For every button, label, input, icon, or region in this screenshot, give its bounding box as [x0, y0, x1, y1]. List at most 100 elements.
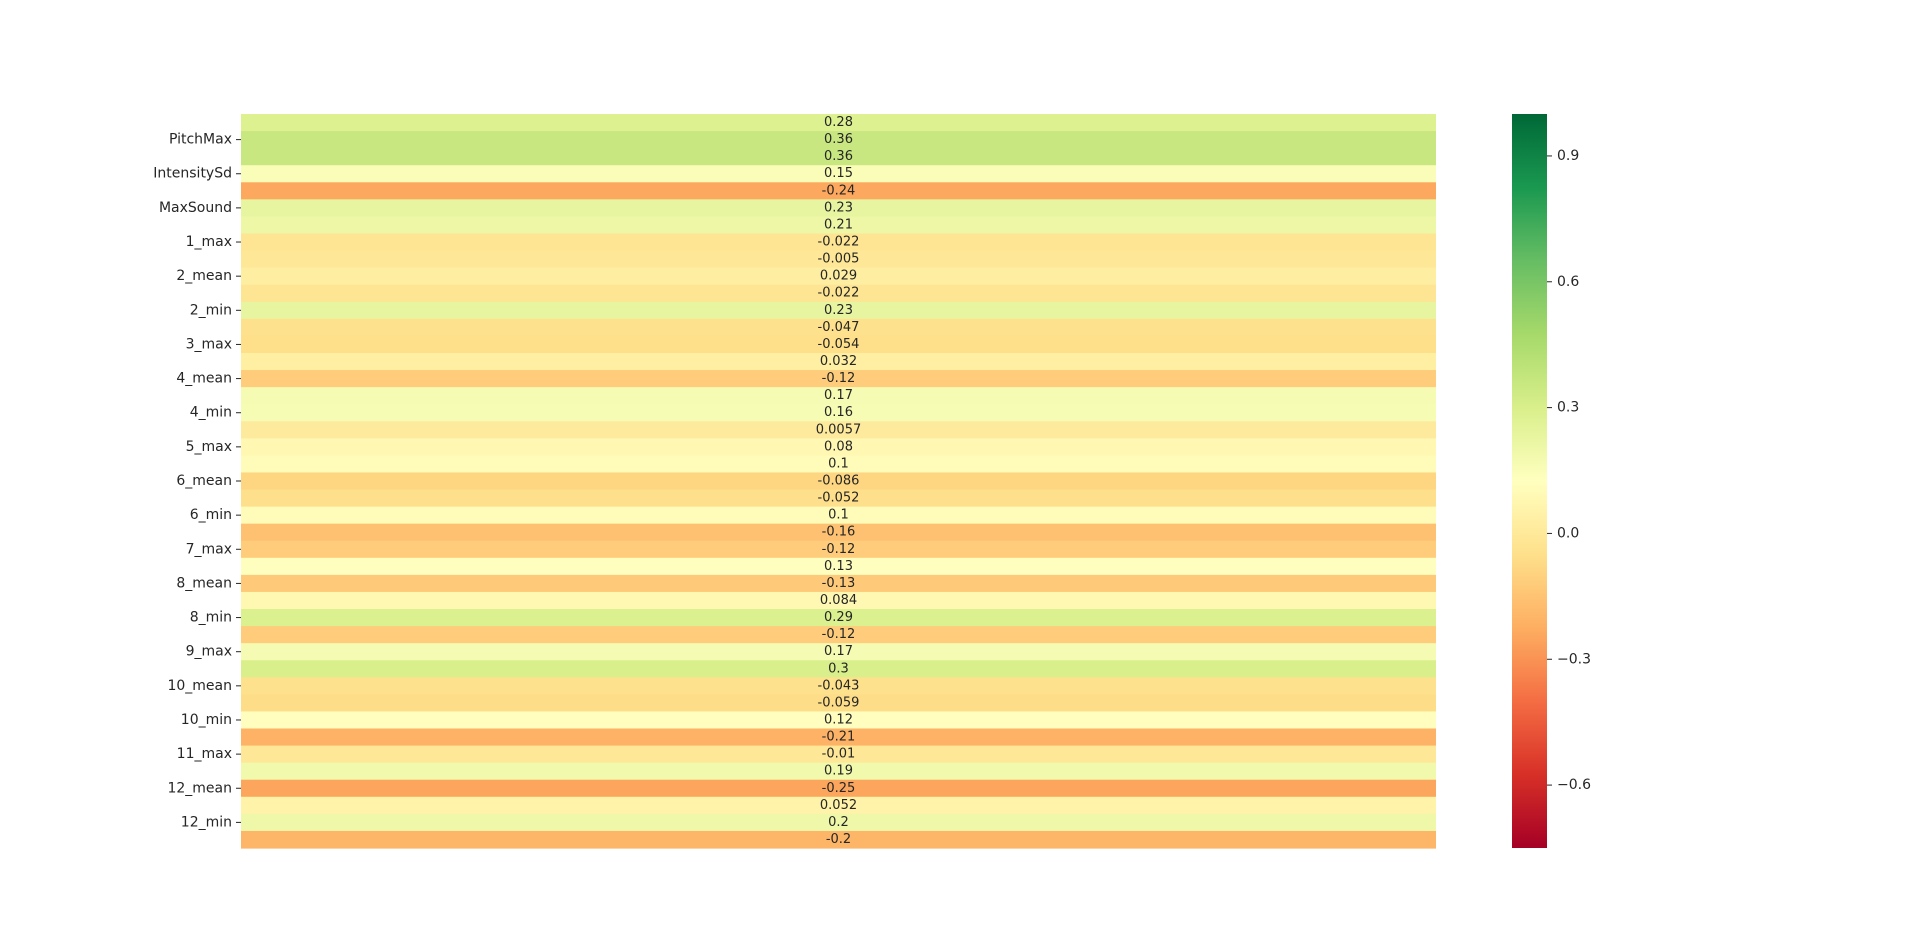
- y-tick-label: 8_min: [190, 610, 232, 626]
- cell-value-label: -0.01: [822, 747, 856, 762]
- heatmap-cell: [241, 284, 1436, 303]
- cell-value-label: 0.084: [820, 593, 857, 608]
- y-tick-label: 9_max: [186, 644, 232, 660]
- y-tick-label: 3_max: [186, 336, 232, 352]
- cell-value-label: 0.08: [824, 439, 853, 454]
- heatmap-cell: [241, 199, 1436, 218]
- heatmap-cell: [241, 472, 1436, 491]
- heatmap-cell: [241, 404, 1436, 422]
- cell-value-label: 0.1: [828, 508, 849, 523]
- y-tick-label: MaxSound: [159, 200, 232, 216]
- cell-value-label: -0.13: [822, 576, 856, 591]
- heatmap-cell: [241, 301, 1436, 320]
- heatmap-cell: [241, 830, 1436, 849]
- colorbar-ticks: 0.9 0.6 0.3 0.0 −0.3 −0.6: [1547, 148, 1591, 793]
- cell-value-label: -0.047: [818, 320, 860, 335]
- y-tick-label: 2_mean: [176, 268, 232, 284]
- heatmap-cell: [241, 352, 1436, 371]
- heatmap-cell: [241, 233, 1436, 252]
- colorbar: 0.9 0.6 0.3 0.0 −0.3 −0.6: [1512, 114, 1591, 848]
- heatmap-cell: [241, 216, 1436, 235]
- heatmap-cell: [241, 250, 1436, 269]
- colorbar-tick-label: −0.3: [1557, 651, 1591, 667]
- cell-value-label: 0.17: [824, 644, 853, 659]
- cell-value-label: 0.15: [824, 166, 853, 181]
- cell-value-label: 0.36: [824, 132, 853, 147]
- cell-value-label: -0.12: [822, 371, 856, 386]
- heatmap-cell: [241, 455, 1436, 474]
- y-tick-label: PitchMax: [169, 132, 232, 148]
- cell-value-label: 0.16: [824, 405, 853, 420]
- heatmap-cell: [241, 540, 1436, 559]
- cell-value-label: -0.052: [818, 491, 860, 506]
- y-tick-label: IntensitySd: [153, 166, 232, 182]
- heatmap-cell: [241, 370, 1436, 388]
- heatmap-cell: [241, 677, 1436, 695]
- cell-value-label: 0.29: [824, 610, 853, 625]
- cell-value-label: -0.022: [818, 235, 860, 250]
- cell-value-label: -0.043: [818, 678, 860, 693]
- heatmap-cell: [241, 745, 1436, 764]
- cell-value-label: 0.28: [824, 115, 853, 130]
- y-tick-label: 1_max: [186, 234, 232, 250]
- cell-value-label: 0.0057: [816, 422, 862, 437]
- cell-value-label: 0.19: [824, 764, 853, 779]
- heatmap-cell: [241, 182, 1436, 200]
- colorbar-tick-label: 0.9: [1557, 148, 1579, 164]
- y-tick-label: 6_mean: [176, 473, 232, 489]
- y-tick-label: 12_min: [181, 814, 232, 830]
- y-tick-label: 7_max: [186, 541, 232, 557]
- y-tick-label: 4_mean: [176, 371, 232, 387]
- heatmap-cell: [241, 660, 1436, 678]
- heatmap-cell: [241, 643, 1436, 661]
- y-tick-label: 11_max: [177, 746, 232, 762]
- heatmap-cell: [241, 438, 1436, 456]
- cell-value-label: 0.3: [828, 661, 849, 676]
- heatmap-cell: [241, 148, 1436, 166]
- cell-value-label: 0.23: [824, 200, 853, 215]
- y-tick-label: 10_mean: [167, 678, 232, 694]
- cell-value-label: 0.2: [828, 815, 849, 830]
- cell-value-label: -0.12: [822, 542, 856, 557]
- y-tick-label: 2_min: [190, 302, 232, 318]
- cell-value-label: 0.032: [820, 354, 857, 369]
- cell-value-label: 0.029: [820, 269, 857, 284]
- cell-value-label: 0.17: [824, 388, 853, 403]
- cell-value-label: 0.23: [824, 303, 853, 318]
- y-tick-label: 6_min: [190, 507, 232, 523]
- cell-value-label: 0.052: [820, 798, 857, 813]
- cell-value-label: -0.059: [818, 695, 860, 710]
- cell-value-label: 0.13: [824, 559, 853, 574]
- cell-value-label: -0.054: [818, 337, 860, 352]
- heatmap-cell: [241, 813, 1436, 832]
- heatmap-cells: [241, 114, 1436, 849]
- heatmap-cell: [241, 626, 1436, 644]
- y-tick-label: 5_max: [186, 439, 232, 455]
- heatmap-annotations: 0.28 0.36 0.36 0.15 -0.24 0.23 0.21 -0.022 -0.00…: [816, 115, 862, 847]
- heatmap-cell: [241, 762, 1436, 781]
- heatmap-cell: [241, 609, 1436, 627]
- heatmap-cell: [241, 796, 1436, 815]
- y-tick-label: 10_min: [181, 712, 232, 728]
- y-axis-ticks: PitchMax IntensitySd MaxSound 1_max 2_mean 2_…: [153, 132, 241, 830]
- cell-value-label: 0.21: [824, 217, 853, 232]
- y-tick-label: 4_min: [190, 405, 232, 421]
- heatmap-cell: [241, 557, 1436, 576]
- heatmap-cell: [241, 694, 1436, 713]
- heatmap-cell: [241, 506, 1436, 525]
- heatmap-cell: [241, 131, 1436, 149]
- heatmap-cell: [241, 318, 1436, 337]
- heatmap-cell: [241, 711, 1436, 730]
- cell-value-label: 0.1: [828, 456, 849, 471]
- cell-value-label: -0.16: [822, 525, 856, 540]
- cell-value-label: -0.2: [826, 832, 851, 847]
- y-tick-label: 8_mean: [176, 575, 232, 591]
- colorbar-tick-label: −0.6: [1557, 777, 1591, 793]
- heatmap-cell: [241, 267, 1436, 286]
- heatmap-cell: [241, 591, 1436, 610]
- cell-value-label: -0.21: [822, 730, 856, 745]
- heatmap-cell: [241, 779, 1436, 798]
- cell-value-label: -0.005: [818, 252, 860, 267]
- heatmap-cell: [241, 421, 1436, 439]
